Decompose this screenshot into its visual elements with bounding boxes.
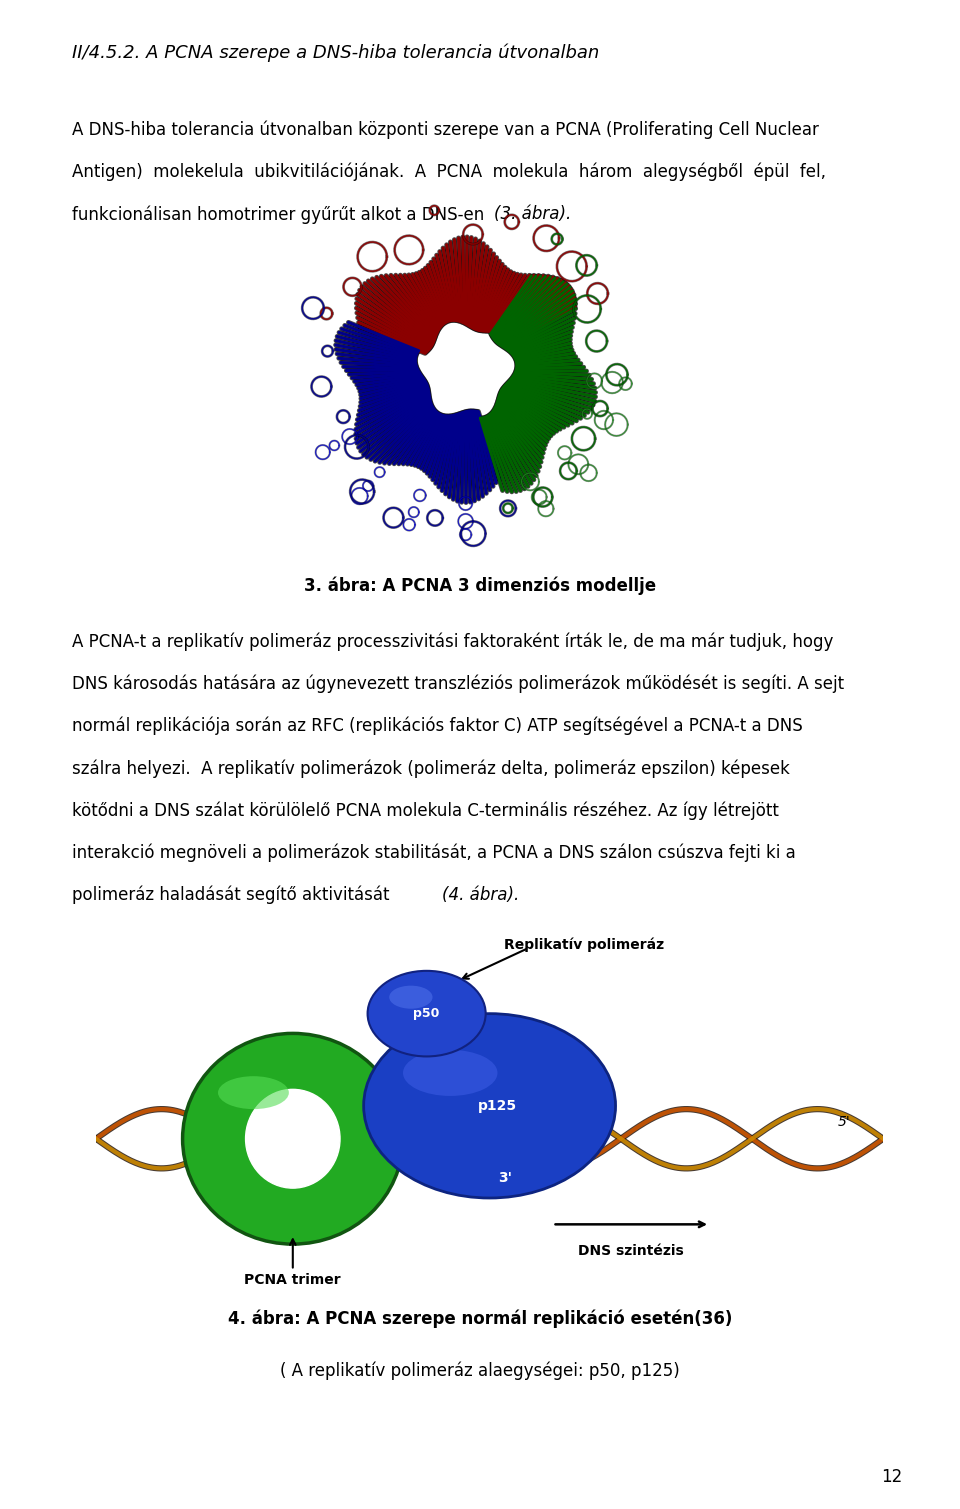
- Ellipse shape: [368, 970, 486, 1056]
- Ellipse shape: [182, 1034, 403, 1243]
- Ellipse shape: [403, 1050, 497, 1096]
- Text: DNS szintézis: DNS szintézis: [579, 1243, 684, 1257]
- Text: DNS károsodás hatására az úgynevezett transzléziós polimerázok működését is segí: DNS károsodás hatására az úgynevezett tr…: [72, 675, 844, 693]
- Text: ( A replikatív polimeráz alaegységei: p50, p125): ( A replikatív polimeráz alaegységei: p5…: [280, 1361, 680, 1379]
- Text: II/4.5.2. A PCNA szerepe a DNS-hiba tolerancia útvonalban: II/4.5.2. A PCNA szerepe a DNS-hiba tole…: [72, 44, 599, 62]
- Text: A PCNA-t a replikatív polimeráz processzivitási faktoraként írták le, de ma már : A PCNA-t a replikatív polimeráz processz…: [72, 632, 833, 650]
- Text: 5': 5': [837, 1115, 851, 1129]
- Text: interakció megnöveli a polimerázok stabilitását, a PCNA a DNS szálon csúszva fej: interakció megnöveli a polimerázok stabi…: [72, 844, 796, 862]
- Ellipse shape: [364, 1014, 615, 1198]
- Text: p50: p50: [414, 1007, 440, 1020]
- Text: (3. ábra).: (3. ábra).: [494, 205, 571, 223]
- Text: funkcionálisan homotrimer gyűrűt alkot a DNS-en: funkcionálisan homotrimer gyűrűt alkot a…: [72, 205, 490, 223]
- Text: polimeráz haladását segítő aktivitását: polimeráz haladását segítő aktivitását: [72, 886, 395, 904]
- Text: 3': 3': [498, 1171, 513, 1185]
- Text: szálra helyezi.  A replikatív polimerázok (polimeráz delta, polimeráz epszilon) : szálra helyezi. A replikatív polimerázok…: [72, 759, 790, 777]
- Text: A DNS-hiba tolerancia útvonalban központi szerepe van a PCNA (Proliferating Cell: A DNS-hiba tolerancia útvonalban központ…: [72, 121, 819, 139]
- Text: 4. ábra: A PCNA szerepe normál replikáció esetén(36): 4. ábra: A PCNA szerepe normál replikáci…: [228, 1310, 732, 1328]
- Text: 3. ábra: A PCNA 3 dimenziós modellje: 3. ábra: A PCNA 3 dimenziós modellje: [304, 576, 656, 595]
- Text: 12: 12: [881, 1468, 902, 1486]
- Text: Replikatív polimeráz: Replikatív polimeráz: [504, 937, 664, 952]
- Text: PCNA trimer: PCNA trimer: [245, 1274, 341, 1287]
- Text: p125: p125: [478, 1099, 517, 1112]
- Ellipse shape: [389, 985, 433, 1008]
- Text: kötődni a DNS szálat körülölelő PCNA molekula C-terminális részéhez. Az így létr: kötődni a DNS szálat körülölelő PCNA mol…: [72, 801, 779, 819]
- Ellipse shape: [218, 1076, 289, 1109]
- Text: (4. ábra).: (4. ábra).: [442, 886, 518, 904]
- Text: normál replikációja során az RFC (replikációs faktor C) ATP segítségével a PCNA-: normál replikációja során az RFC (replik…: [72, 717, 803, 735]
- Ellipse shape: [246, 1089, 340, 1188]
- Text: Antigen)  molekelula  ubikvitilációjának.  A  PCNA  molekula  három  alegységből: Antigen) molekelula ubikvitilációjának. …: [72, 163, 826, 181]
